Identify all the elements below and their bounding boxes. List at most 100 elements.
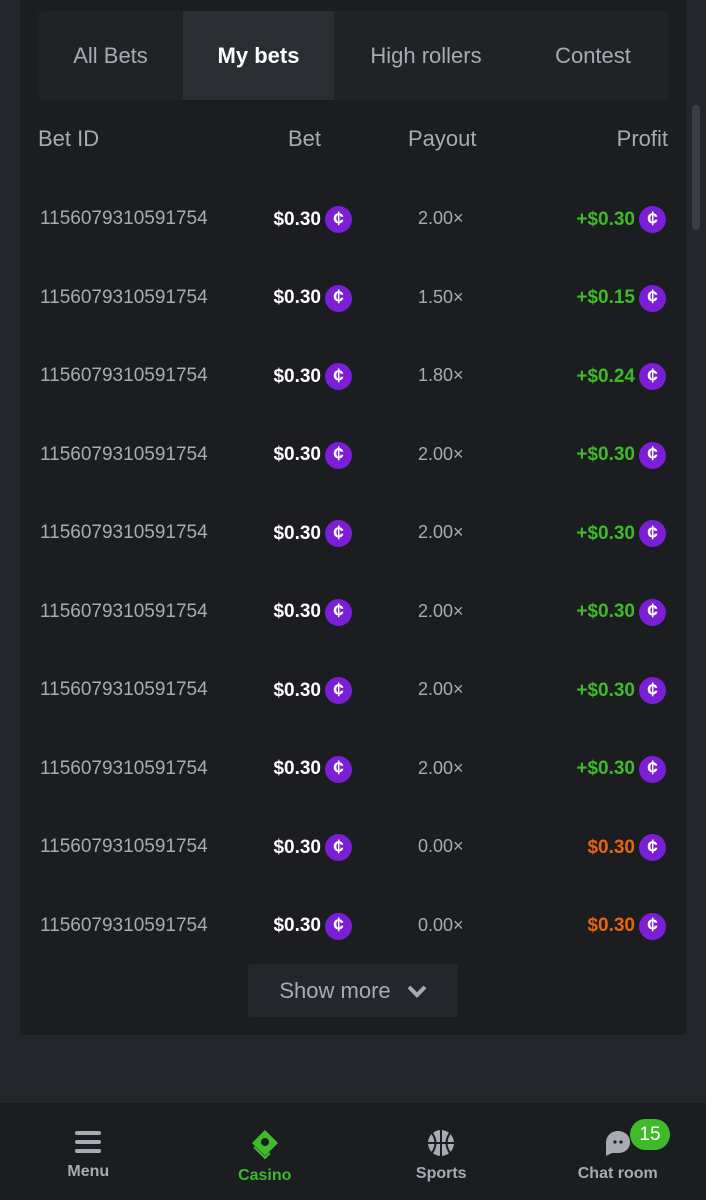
col-bet: Bet	[288, 126, 322, 151]
bet-amount-value: $0.30	[273, 758, 321, 779]
bet-amount: $0.30 ¢	[273, 755, 352, 783]
payout: 1.50×	[418, 286, 464, 307]
bet-amount-value: $0.30	[273, 836, 321, 858]
profit-value: $0.30	[587, 836, 635, 858]
bet-id: 1156079310591754	[40, 757, 208, 779]
nav-menu[interactable]: Menu	[0, 1103, 177, 1200]
tab-high-rollers[interactable]: High rollers	[370, 42, 482, 68]
bets-panel: All Bets My bets High rollers Contest Be…	[20, 0, 686, 1035]
profit: +$0.30 ¢	[576, 206, 666, 233]
bet-amount-value: $0.30	[273, 287, 321, 308]
nav-sports-label: Sports	[415, 1165, 467, 1182]
profit-value: +$0.30	[576, 522, 635, 544]
payout: 2.00×	[418, 679, 464, 699]
cent-coin-icon: ¢	[325, 912, 352, 940]
cent-coin-icon: ¢	[325, 598, 352, 626]
bet-id: 1156079310591754	[40, 443, 208, 465]
bet-id: 1156079310591754	[40, 600, 208, 622]
profit-value: +$0.30	[576, 208, 635, 230]
bet-amount: $0.30 ¢	[273, 520, 352, 547]
bet-id: 1156079310591754	[40, 208, 208, 229]
cent-coin-icon: ¢	[639, 520, 666, 547]
basketball-icon	[428, 1130, 455, 1156]
col-bet-id: Bet ID	[38, 126, 100, 151]
nav-chat-room[interactable]: Chat room	[530, 1103, 706, 1200]
table-row[interactable]: 1156079310591754 $0.30 ¢ 2.00× +$0.30 ¢	[38, 514, 668, 554]
profit: +$0.30 ¢	[576, 755, 666, 783]
nav-casino[interactable]: Casino	[177, 1103, 354, 1200]
bet-id: 1156079310591754	[40, 914, 208, 936]
profit: $0.30 ¢	[587, 834, 666, 861]
col-profit: Profit	[616, 126, 668, 151]
profit-value: +$0.30	[576, 679, 635, 701]
bet-amount-value: $0.30	[273, 444, 321, 465]
table-row[interactable]: 1156079310591754 $0.30 ¢ 0.00× $0.30 ¢	[38, 907, 668, 947]
tab-all-bets[interactable]: All Bets	[73, 42, 148, 68]
profit: +$0.30 ¢	[576, 598, 666, 626]
bet-amount-value: $0.30	[273, 365, 321, 387]
bet-amount: $0.30 ¢	[273, 834, 352, 861]
payout: 2.00×	[418, 757, 464, 778]
bets-tabs: All Bets My bets High rollers Contest	[38, 11, 668, 100]
profit-value: +$0.30	[576, 601, 635, 622]
profit-value: +$0.24	[576, 365, 635, 387]
bet-amount: $0.30 ¢	[273, 363, 352, 390]
payout: 2.00×	[418, 208, 464, 228]
profit: +$0.24 ¢	[576, 363, 666, 390]
profit-value: +$0.15	[576, 287, 635, 308]
cent-coin-icon: ¢	[325, 755, 352, 783]
bet-amount: $0.30 ¢	[273, 598, 352, 626]
bet-id: 1156079310591754	[40, 679, 208, 700]
cent-coin-icon: ¢	[639, 834, 666, 861]
tab-contest[interactable]: Contest	[555, 42, 631, 68]
table-row[interactable]: 1156079310591754 $0.30 ¢ 2.00× +$0.30 ¢	[38, 436, 668, 476]
bet-id: 1156079310591754	[40, 286, 208, 308]
bet-id: 1156079310591754	[40, 522, 208, 543]
casino-cards-icon	[251, 1130, 278, 1159]
bet-amount: $0.30 ¢	[273, 206, 352, 233]
chat-ghost-icon	[605, 1131, 630, 1156]
cent-coin-icon: ¢	[325, 363, 352, 390]
menu-icon	[75, 1131, 102, 1153]
bet-amount: $0.30 ¢	[273, 677, 352, 704]
cent-coin-icon: ¢	[325, 677, 352, 704]
profit-value: +$0.30	[576, 444, 635, 465]
profit-value: +$0.30	[576, 758, 635, 779]
nav-sports[interactable]: Sports	[353, 1103, 530, 1200]
table-header: Bet ID Bet Payout Profit	[38, 126, 668, 156]
cent-coin-icon: ¢	[639, 441, 666, 469]
table-row[interactable]: 1156079310591754 $0.30 ¢ 1.50× +$0.15 ¢	[38, 279, 668, 319]
table-row[interactable]: 1156079310591754 $0.30 ¢ 2.00× +$0.30 ¢	[38, 200, 668, 240]
bottom-nav: Menu Casino Sports Chat room	[0, 1103, 706, 1200]
chevron-down-icon	[407, 985, 427, 998]
profit: +$0.30 ¢	[576, 441, 666, 469]
cent-coin-icon: ¢	[639, 206, 666, 233]
show-more-label: Show more	[279, 977, 391, 1003]
profit: $0.30 ¢	[587, 912, 666, 940]
bet-amount: $0.30 ¢	[273, 441, 352, 469]
bet-amount: $0.30 ¢	[273, 912, 352, 940]
bet-amount: $0.30 ¢	[273, 284, 352, 312]
table-row[interactable]: 1156079310591754 $0.30 ¢ 0.00× $0.30 ¢	[38, 828, 668, 868]
cent-coin-icon: ¢	[639, 755, 666, 783]
cent-coin-icon: ¢	[325, 834, 352, 861]
bet-amount-value: $0.30	[273, 208, 321, 230]
cent-coin-icon: ¢	[325, 441, 352, 469]
payout: 1.80×	[418, 365, 464, 385]
table-row[interactable]: 1156079310591754 $0.30 ¢ 2.00× +$0.30 ¢	[38, 750, 668, 790]
scrollbar[interactable]	[692, 105, 700, 230]
chat-unread-badge: 15	[630, 1119, 670, 1150]
show-more-button[interactable]: Show more	[248, 964, 458, 1017]
tab-my-bets[interactable]: My bets	[183, 11, 334, 100]
table-row[interactable]: 1156079310591754 $0.30 ¢ 2.00× +$0.30 ¢	[38, 593, 668, 633]
col-payout: Payout	[408, 126, 477, 151]
table-row[interactable]: 1156079310591754 $0.30 ¢ 2.00× +$0.30 ¢	[38, 671, 668, 711]
cent-coin-icon: ¢	[325, 284, 352, 312]
table-row[interactable]: 1156079310591754 $0.30 ¢ 1.80× +$0.24 ¢	[38, 357, 668, 397]
profit: +$0.30 ¢	[576, 520, 666, 547]
payout: 0.00×	[418, 914, 464, 935]
profit-value: $0.30	[587, 915, 635, 936]
cent-coin-icon: ¢	[639, 363, 666, 390]
bet-id: 1156079310591754	[40, 836, 208, 857]
cent-coin-icon: ¢	[639, 677, 666, 704]
